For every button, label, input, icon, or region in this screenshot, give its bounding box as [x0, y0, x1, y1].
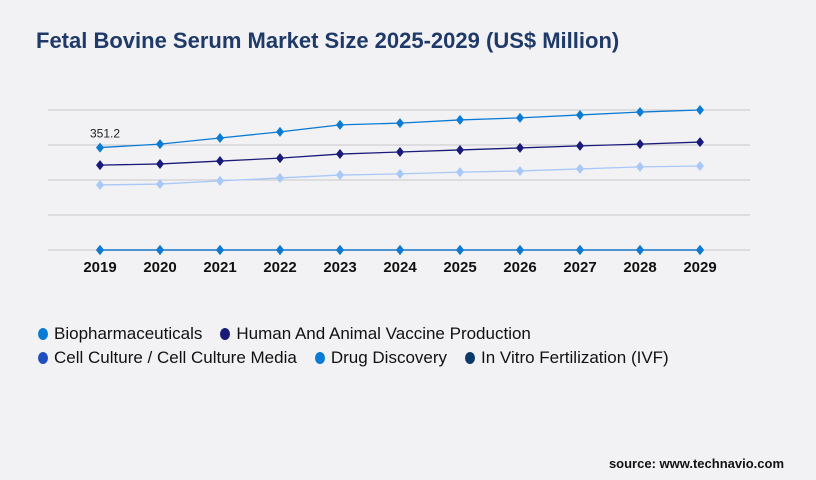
- data-point: [396, 118, 404, 129]
- legend-item: Cell Culture / Cell Culture Media: [38, 348, 297, 368]
- data-point: [276, 172, 284, 183]
- legend-label: In Vitro Fertilization (IVF): [481, 348, 669, 367]
- x-tick-label: 2028: [623, 259, 656, 276]
- data-point: [516, 112, 524, 123]
- data-point: [576, 245, 584, 255]
- data-point: [96, 160, 104, 171]
- x-tick-label: 2021: [203, 259, 236, 276]
- data-point: [516, 165, 524, 176]
- data-point: [456, 245, 464, 255]
- data-point: [276, 153, 284, 164]
- data-point: [336, 149, 344, 160]
- data-label: 351.2: [90, 127, 120, 141]
- data-point: [696, 161, 704, 171]
- x-tick-label: 2020: [143, 259, 176, 276]
- data-point: [396, 168, 404, 179]
- legend-item: Drug Discovery: [314, 348, 448, 368]
- data-point: [636, 139, 644, 150]
- data-point: [396, 147, 404, 157]
- data-point: [96, 245, 104, 255]
- x-tick-label: 2029: [683, 259, 716, 276]
- data-point: [456, 167, 464, 178]
- data-point: [516, 142, 524, 153]
- legend-marker-icon: [220, 328, 231, 340]
- data-point: [696, 137, 704, 148]
- data-point: [276, 126, 284, 137]
- data-point: [576, 163, 584, 174]
- legend-label: Human And Animal Vaccine Production: [236, 324, 531, 343]
- data-point: [96, 179, 104, 190]
- x-tick-label: 2022: [263, 259, 296, 276]
- data-point: [576, 109, 584, 120]
- x-tick-label: 2023: [323, 259, 356, 276]
- data-point: [216, 175, 224, 186]
- x-tick-label: 2024: [383, 259, 417, 276]
- data-point: [216, 245, 224, 255]
- data-point: [636, 107, 644, 118]
- data-point: [336, 170, 344, 181]
- data-point: [396, 245, 404, 255]
- legend-item: In Vitro Fertilization (IVF): [465, 348, 669, 368]
- data-point: [696, 245, 704, 255]
- data-point: [156, 139, 164, 150]
- legend-item: Biopharmaceuticals: [38, 324, 202, 344]
- legend-label: Biopharmaceuticals: [54, 324, 203, 343]
- data-point: [336, 245, 344, 255]
- data-point: [456, 144, 464, 155]
- legend: Biopharmaceuticals Human And Animal Vacci…: [38, 322, 687, 370]
- legend-marker-icon: [38, 328, 48, 340]
- data-point: [216, 156, 224, 167]
- legend-row: Biopharmaceuticals Human And Animal Vacci…: [38, 322, 687, 346]
- data-point: [576, 140, 584, 151]
- data-point: [156, 179, 164, 190]
- legend-item: Human And Animal Vaccine Production: [220, 324, 531, 344]
- data-point: [276, 245, 284, 255]
- x-tick-label: 2019: [83, 259, 116, 276]
- legend-marker-icon: [314, 352, 325, 364]
- data-point: [336, 119, 344, 130]
- legend-label: Cell Culture / Cell Culture Media: [54, 348, 297, 367]
- chart-title: Fetal Bovine Serum Market Size 2025-2029…: [36, 28, 620, 53]
- legend-marker-icon: [465, 352, 476, 364]
- x-tick-label: 2027: [563, 259, 596, 276]
- legend-row: Cell Culture / Cell Culture Media Drug Di…: [38, 346, 687, 370]
- data-point: [636, 161, 644, 172]
- legend-label: Drug Discovery: [330, 348, 448, 367]
- x-tick-label: 2025: [443, 259, 476, 276]
- source-label: source: www.technavio.com: [608, 456, 784, 471]
- legend-marker-icon: [38, 352, 48, 364]
- data-point: [96, 142, 104, 153]
- data-point: [516, 245, 524, 255]
- data-point: [156, 245, 164, 255]
- data-point: [156, 158, 164, 169]
- data-point: [696, 105, 704, 115]
- data-point: [456, 114, 464, 125]
- series-line: [99, 109, 701, 149]
- data-point: [636, 245, 644, 255]
- data-point: [216, 133, 224, 143]
- x-tick-label: 2026: [503, 259, 536, 276]
